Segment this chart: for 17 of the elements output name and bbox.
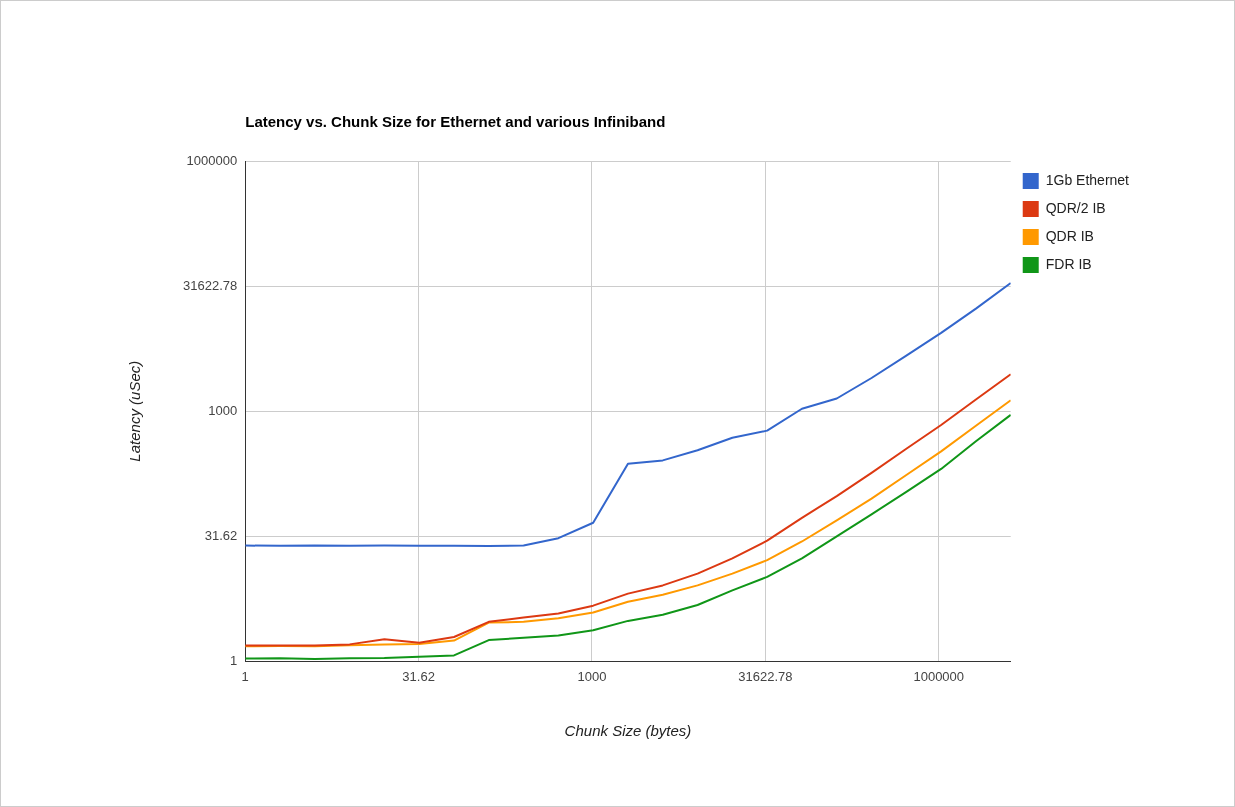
- legend-label: QDR/2 IB: [1045, 199, 1106, 216]
- x-axis-title: Chunk Size (bytes): [564, 722, 692, 740]
- y-tick-label: 1: [229, 652, 238, 668]
- legend-label: QDR IB: [1045, 227, 1094, 244]
- x-tick-label: 31622.78: [738, 668, 793, 684]
- y-tick-label: 31622.78: [182, 277, 238, 293]
- x-tick-label: 1000000: [913, 668, 965, 684]
- x-tick-label: 31.62: [402, 668, 435, 684]
- y-tick-label: 1000: [208, 402, 238, 418]
- y-tick-label: 1000000: [186, 152, 238, 168]
- x-tick-label: 1: [241, 668, 249, 684]
- chart-title: Latency vs. Chunk Size for Ethernet and various Infiniband: [245, 113, 666, 131]
- y-axis-title: Latency (uSec): [126, 360, 144, 462]
- legend-label: FDR IB: [1045, 255, 1092, 272]
- y-tick-label: 31.62: [204, 527, 238, 543]
- legend-label: 1Gb Ethernet: [1045, 171, 1130, 188]
- x-tick-label: 1000: [577, 668, 607, 684]
